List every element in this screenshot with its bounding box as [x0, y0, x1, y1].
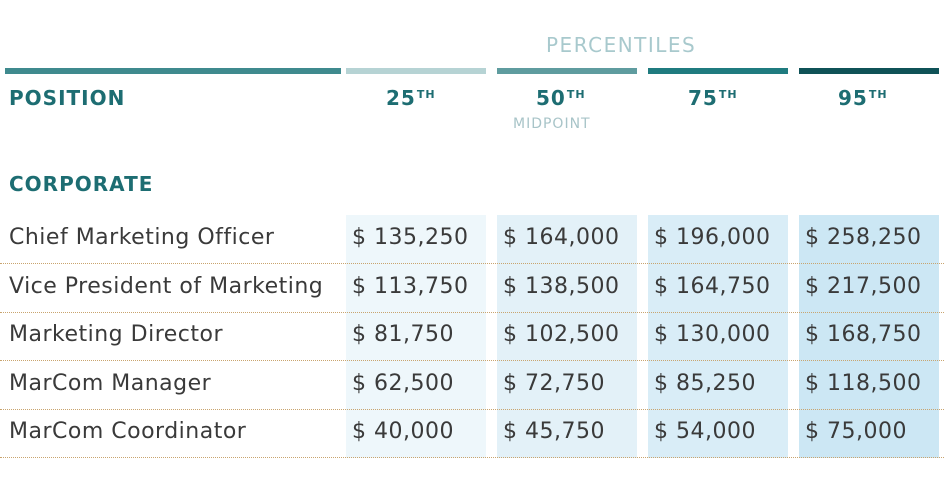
bar-50th [497, 68, 637, 74]
salary-cell: $ 164,000 [503, 225, 620, 250]
col-suffix: TH [566, 88, 586, 101]
col-header-50th: 50TH [536, 86, 586, 110]
row-divider [0, 311, 944, 313]
salary-cell: $ 258,250 [805, 225, 922, 250]
position-name: Vice President of Marketing [9, 273, 324, 299]
col-num: 25 [386, 86, 416, 110]
salary-cell: $ 54,000 [654, 419, 756, 445]
bar-95th [799, 68, 939, 74]
table-row: Vice President of Marketing $ 113,750 $ 13… [0, 264, 944, 312]
row-divider [0, 408, 944, 410]
table-row: MarCom Coordinator $ 40,000 $ 45,750 $ 54,0… [0, 409, 944, 457]
bar-25th [346, 68, 486, 74]
salary-cell: $ 102,500 [503, 322, 620, 348]
salary-cell: $ 75,000 [805, 419, 907, 445]
salary-cell: $ 135,250 [352, 225, 469, 250]
salary-cell: $ 113,750 [352, 273, 469, 299]
col-suffix: TH [718, 88, 738, 101]
row-divider [0, 457, 944, 459]
salary-cell: $ 130,000 [654, 322, 771, 348]
row-divider [0, 360, 944, 362]
col-bg-95th [799, 215, 939, 458]
col-bg-25th [346, 215, 486, 458]
salary-cell: $ 62,500 [352, 370, 454, 396]
percentiles-heading: PERCENTILES [546, 33, 697, 57]
row-divider [0, 263, 944, 264]
col-suffix: TH [868, 88, 888, 101]
salary-cell: $ 164,750 [654, 273, 771, 299]
salary-cell: $ 45,750 [503, 419, 605, 445]
salary-cell: $ 138,500 [503, 273, 620, 299]
salary-cell: $ 85,250 [654, 370, 756, 396]
salary-cell: $ 40,000 [352, 419, 454, 445]
col-header-25th: 25TH [386, 86, 436, 110]
col-header-75th: 75TH [688, 86, 738, 110]
col-num: 95 [838, 86, 868, 110]
position-name: Chief Marketing Officer [9, 225, 275, 250]
salary-cell: $ 118,500 [805, 370, 922, 396]
position-name: MarCom Manager [9, 370, 212, 396]
col-num: 75 [688, 86, 718, 110]
col-bg-50th [497, 215, 637, 458]
table-row: Chief Marketing Officer $ 135,250 $ 164,00… [0, 215, 944, 263]
section-heading: CORPORATE [9, 172, 154, 196]
position-name: MarCom Coordinator [9, 419, 247, 445]
salary-cell: $ 81,750 [352, 322, 454, 348]
col-header-95th: 95TH [838, 86, 888, 110]
salary-cell: $ 196,000 [654, 225, 771, 250]
salary-cell: $ 168,750 [805, 322, 922, 348]
table-row: Marketing Director $ 81,750 $ 102,500 $ 130… [0, 312, 944, 360]
position-bar [5, 68, 341, 74]
table-row: MarCom Manager $ 62,500 $ 72,750 $ 85,250 $ … [0, 361, 944, 409]
position-name: Marketing Director [9, 322, 224, 348]
position-header: POSITION [9, 86, 126, 110]
col-num: 50 [536, 86, 566, 110]
salary-cell: $ 217,500 [805, 273, 922, 299]
col-bg-75th [648, 215, 788, 458]
col-suffix: TH [416, 88, 436, 101]
bar-75th [648, 68, 788, 74]
midpoint-label: MIDPOINT [513, 116, 591, 132]
salary-cell: $ 72,750 [503, 370, 605, 396]
